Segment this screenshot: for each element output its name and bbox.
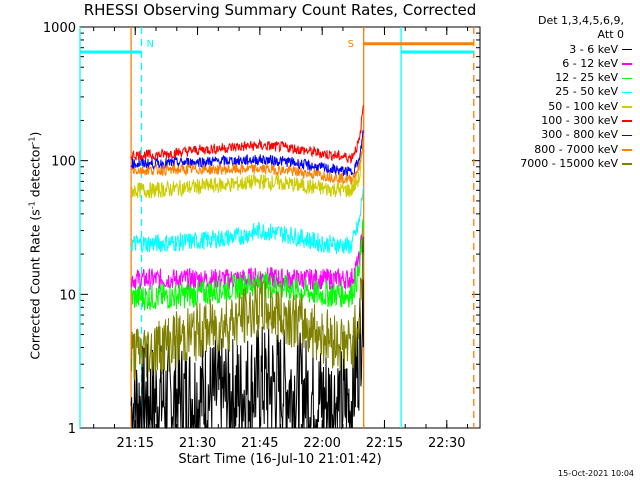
series-line-800to7000keV xyxy=(130,136,364,185)
x-tick-label: 22:30 xyxy=(428,436,465,451)
chart-title: RHESSI Observing Summary Count Rates, Co… xyxy=(83,1,477,19)
series-line-7000to15000keV xyxy=(130,253,364,381)
legend-entry: 7000 - 15000 keV xyxy=(482,157,632,171)
legend-swatch xyxy=(622,63,632,65)
legend-swatch xyxy=(622,91,632,94)
legend-entry: 50 - 100 keV xyxy=(482,100,632,114)
y-axis-label: Corrected Count Rate (s-1 detector-1) xyxy=(27,131,43,360)
series-line-50to100keV xyxy=(130,140,364,199)
legend-entry: 6 - 12 keV xyxy=(482,57,632,71)
y-tick-label: 1000 xyxy=(43,21,76,36)
legend-entry-label: 25 - 50 keV xyxy=(555,85,618,99)
legend-swatch xyxy=(622,48,632,51)
legend-header-line-2: Att 0 xyxy=(597,28,624,42)
x-tick-label: 22:00 xyxy=(303,436,340,451)
series-line-25to50keV xyxy=(130,187,364,255)
x-tick-label: 21:45 xyxy=(241,436,278,451)
y-tick-label: 10 xyxy=(59,288,76,303)
series-line-3to6keV xyxy=(130,236,364,430)
y-tick-label: 1 xyxy=(68,422,76,437)
legend-entry-label: 6 - 12 keV xyxy=(562,56,618,70)
y-tick-label: 100 xyxy=(51,155,76,170)
flag-annotation-n: N xyxy=(146,39,153,50)
legend-swatch xyxy=(622,120,632,122)
legend-entry-label: 12 - 25 keV xyxy=(555,71,618,85)
legend-header-line-1: Det 1,3,4,5,6,9, xyxy=(537,14,624,27)
series-line-300to800keV xyxy=(130,130,364,177)
legend-entry-label: 100 - 300 keV xyxy=(541,114,618,128)
legend-entry-label: 800 - 7000 keV xyxy=(534,142,618,156)
legend: Det 1,3,4,5,6,9, Att 0 3 - 6 keV 6 - 12 k… xyxy=(482,14,632,171)
legend-swatch xyxy=(622,149,632,151)
legend-entry: 12 - 25 keV xyxy=(482,71,632,85)
legend-swatch xyxy=(622,77,632,80)
legend-entry: 3 - 6 keV xyxy=(482,43,632,57)
legend-swatch xyxy=(622,106,632,108)
legend-entry-label: 300 - 800 keV xyxy=(541,128,618,142)
legend-entry: 25 - 50 keV xyxy=(482,85,632,99)
series-line-12to25keV xyxy=(130,218,364,311)
legend-swatch xyxy=(622,134,632,137)
x-tick-label: 21:30 xyxy=(179,436,216,451)
x-axis-label: Start Time (16-Jul-10 21:01:42) xyxy=(178,452,382,467)
flag-annotation-s: S xyxy=(348,39,354,50)
legend-entry: 800 - 7000 keV xyxy=(482,143,632,157)
legend-entry-label: 7000 - 15000 keV xyxy=(520,156,618,170)
legend-entry-label: 50 - 100 keV xyxy=(548,99,618,113)
x-tick-label: 21:15 xyxy=(117,436,154,451)
legend-swatch xyxy=(622,163,632,165)
legend-entry: 100 - 300 keV xyxy=(482,114,632,128)
series-line-100to300keV xyxy=(130,105,364,165)
timestamp: 15-Oct-2021 10:04 xyxy=(558,469,634,478)
legend-entry: 300 - 800 keV xyxy=(482,128,632,142)
legend-entry-label: 3 - 6 keV xyxy=(569,42,618,56)
x-tick-label: 22:15 xyxy=(366,436,403,451)
